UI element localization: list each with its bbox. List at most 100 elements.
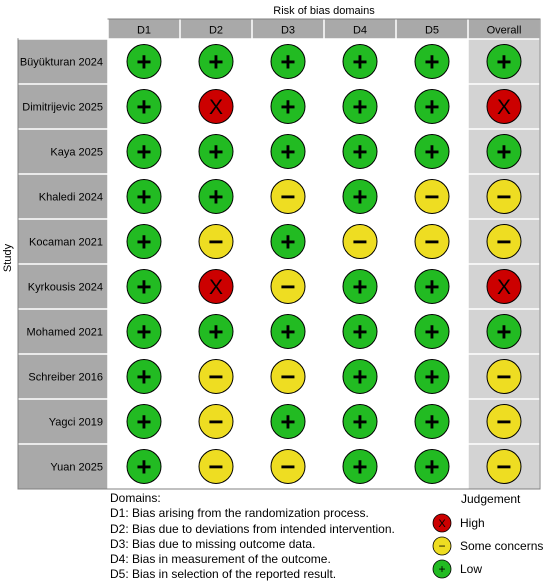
judgement-low-icon <box>126 224 162 259</box>
judgement-symbol: X <box>497 276 511 299</box>
judgement-symbol: + <box>352 182 367 212</box>
judgement-symbol: + <box>424 362 439 392</box>
judgement-low-icon <box>414 269 450 304</box>
some-concerns-icon: − <box>432 536 452 556</box>
judgement-low-icon <box>270 89 306 124</box>
judgement-symbol: + <box>280 137 295 167</box>
footnote-line-d5: D5: Bias in selection of the reported re… <box>110 567 337 581</box>
legend-item-low: + Low <box>431 559 550 579</box>
domain-header-d5: D5 <box>425 25 439 37</box>
study-label-schreiber-2016: Schreiber 2016 <box>28 372 103 384</box>
judgement-low-icon <box>126 134 162 169</box>
judgement-symbol: + <box>424 317 439 347</box>
judgement-symbol: + <box>136 452 151 482</box>
judgement-legend: Judgement X High − Some concerns + Low <box>431 489 550 581</box>
judgement-low-icon <box>342 44 378 79</box>
judgement-low-icon <box>342 404 378 439</box>
judgement-low-icon <box>126 359 162 394</box>
judgement-some-icon <box>486 404 522 439</box>
judgement-symbol: X <box>209 276 223 299</box>
judgement-symbol: X <box>497 96 511 119</box>
judgement-some-icon <box>198 449 234 484</box>
judgement-symbol: + <box>136 182 151 212</box>
judgement-symbol: − <box>424 227 439 257</box>
judgement-low-icon <box>126 179 162 214</box>
grid-border <box>17 18 541 490</box>
judgement-symbol: − <box>352 227 367 257</box>
legend-item-high: X High <box>431 513 550 533</box>
svg-text:−: − <box>438 539 445 553</box>
judgement-low-icon <box>342 179 378 214</box>
judgement-some-icon <box>198 224 234 259</box>
judgement-symbol: + <box>352 317 367 347</box>
footnote-heading: Domains: <box>110 491 161 505</box>
judgement-symbol: + <box>280 47 295 77</box>
study-label-yagci-2019: Yagci 2019 <box>49 417 103 429</box>
domain-header-overall: Overall <box>487 25 522 37</box>
risk-of-bias-grid: Risk of bias domains Study D1 D2 D3 D4 D5 Ove… <box>2 5 541 490</box>
judgement-symbol: − <box>208 227 223 257</box>
high-risk-icon: X <box>432 513 452 533</box>
judgement-symbol: + <box>136 317 151 347</box>
judgement-some-icon <box>486 359 522 394</box>
judgement-symbol: − <box>208 362 223 392</box>
study-label-khaledi-2024: Khaledi 2024 <box>39 192 103 204</box>
judgement-symbol: + <box>424 92 439 122</box>
domains-axis-title: Risk of bias domains <box>273 5 375 17</box>
judgement-symbol: − <box>496 182 511 212</box>
judgement-symbol: − <box>496 227 511 257</box>
legend-title: Judgement <box>461 492 521 506</box>
judgement-low-icon <box>270 134 306 169</box>
judgement-some-icon <box>414 224 450 259</box>
footnote-line-d3: D3: Bias due to missing outcome data. <box>110 536 316 551</box>
judgement-some-icon <box>342 224 378 259</box>
judgement-low-icon <box>414 404 450 439</box>
judgement-high-icon <box>486 89 522 124</box>
judgement-symbol: + <box>352 92 367 122</box>
judgement-low-icon <box>342 314 378 349</box>
judgement-some-icon <box>270 269 306 304</box>
domains-footnote: Domains: D1: Bias arising from the rando… <box>110 491 410 581</box>
judgement-symbol: + <box>136 272 151 302</box>
judgement-symbol: + <box>424 407 439 437</box>
legend-label-high: High <box>460 516 485 530</box>
judgement-low-icon <box>198 179 234 214</box>
judgement-symbol: + <box>208 137 223 167</box>
judgement-symbol: + <box>208 47 223 77</box>
svg-text:X: X <box>438 518 446 530</box>
judgement-some-icon <box>486 449 522 484</box>
judgement-symbol: + <box>136 407 151 437</box>
judgement-low-icon <box>270 314 306 349</box>
judgement-symbol: + <box>136 227 151 257</box>
judgement-symbol: − <box>280 362 295 392</box>
judgement-some-icon <box>270 179 306 214</box>
judgement-symbol: + <box>136 137 151 167</box>
study-label-kyrkousis-2024: Kyrkousis 2024 <box>28 282 103 294</box>
judgement-some-icon <box>486 179 522 214</box>
legend-label-some-concerns: Some concerns <box>460 539 544 553</box>
judgement-some-icon <box>486 224 522 259</box>
judgement-low-icon <box>414 44 450 79</box>
judgement-low-icon <box>342 449 378 484</box>
judgement-some-icon <box>198 359 234 394</box>
judgement-symbol: + <box>496 47 511 77</box>
judgement-symbol: + <box>352 137 367 167</box>
judgement-high-icon <box>486 269 522 304</box>
judgement-symbol: + <box>352 407 367 437</box>
judgement-symbol: + <box>496 137 511 167</box>
judgement-low-icon <box>126 269 162 304</box>
judgement-symbol: − <box>496 407 511 437</box>
judgement-symbol: − <box>280 272 295 302</box>
judgement-low-icon <box>414 449 450 484</box>
judgement-symbol: + <box>496 317 511 347</box>
judgement-low-icon <box>270 404 306 439</box>
judgement-symbol: + <box>424 47 439 77</box>
judgement-low-icon <box>126 404 162 439</box>
judgement-low-icon <box>342 134 378 169</box>
judgement-low-icon <box>126 314 162 349</box>
judgement-low-icon <box>486 134 522 169</box>
judgement-low-icon <box>486 314 522 349</box>
judgement-low-icon <box>486 44 522 79</box>
judgement-some-icon <box>198 404 234 439</box>
